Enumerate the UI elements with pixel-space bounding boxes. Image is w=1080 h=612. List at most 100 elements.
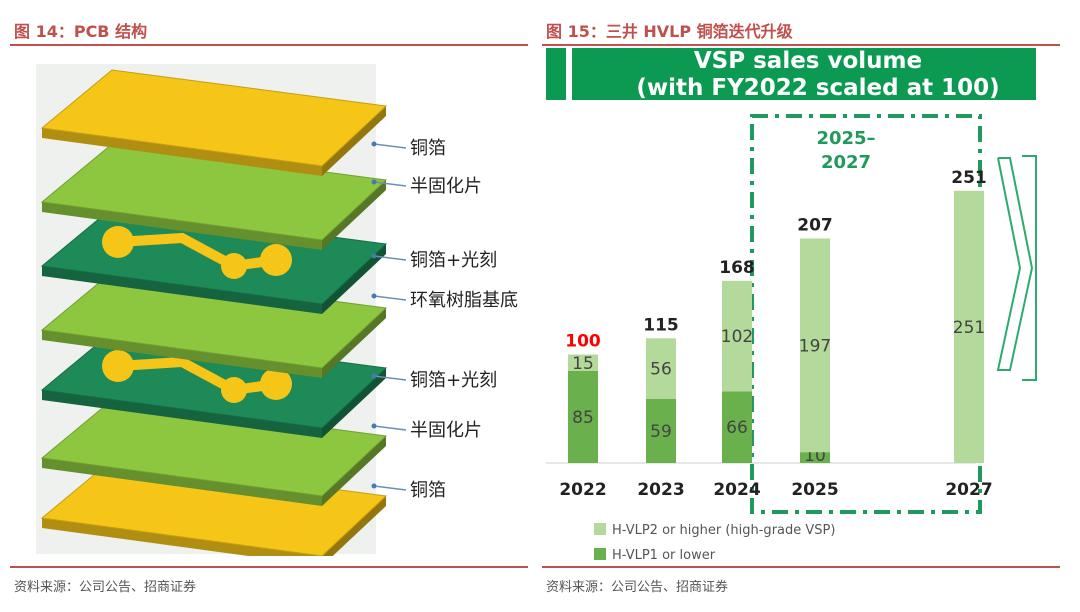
year-tick-label: 2022	[559, 480, 606, 500]
title-rule-right	[542, 44, 1060, 46]
pcb-layer-side-edge	[322, 244, 386, 314]
pcb-layer-front-edge	[42, 390, 322, 438]
banner-accent	[546, 48, 566, 100]
pcb-layer-side-edge	[322, 436, 386, 506]
bar-segment-hvlp1	[800, 452, 830, 463]
layer-leader-line	[373, 375, 407, 381]
pcb-layer-label: 半固化片	[410, 420, 482, 441]
bar-total-label: 100	[565, 332, 601, 352]
pcb-layer-label: 环氧树脂基底	[410, 290, 518, 311]
pcb-layer-stack	[40, 69, 388, 556]
layer-leader-dot	[371, 253, 377, 259]
pcb-layer-1	[40, 143, 388, 250]
figure-14-source: 资料来源：公司公告、招商证券	[14, 580, 197, 595]
bar-segment-hvlp2	[954, 190, 984, 463]
layer-leader-dot	[371, 141, 377, 147]
layer-leader-line	[373, 425, 407, 431]
circuit-trace	[117, 356, 277, 396]
year-tick-label: 2027	[945, 480, 992, 500]
layer-leader-line	[373, 143, 407, 149]
layer-leader-dot	[371, 483, 377, 489]
bar-value-label: 85	[572, 408, 594, 428]
pcb-layer-label: 半固化片	[410, 176, 482, 197]
pcb-layer-side-edge	[322, 308, 386, 378]
circuit-pad	[221, 377, 247, 403]
layer-leader-line	[373, 295, 407, 301]
chevron-arrow-icon	[996, 157, 1034, 371]
pcb-layer-side-edge	[322, 180, 386, 250]
pcb-layer-2	[40, 207, 388, 314]
forecast-period-label-1: 2025–	[816, 128, 875, 149]
forecast-period-box	[750, 114, 982, 514]
legend-swatch-hvlp1	[594, 548, 606, 560]
pcb-layer-0	[40, 69, 388, 176]
bar-value-label: 66	[726, 418, 748, 438]
layer-leader-line	[373, 485, 407, 491]
bar-value-label: 59	[650, 422, 672, 442]
title-rule-left	[10, 44, 528, 46]
circuit-pad	[221, 253, 247, 279]
bar-value-label: 197	[799, 336, 831, 356]
vsp-sales-chart: VSP sales volume (with FY2022 scaled at …	[546, 48, 1037, 563]
bar-value-label: 102	[721, 327, 753, 347]
bar-segment-hvlp1	[568, 370, 598, 463]
pcb-layer-4	[40, 331, 388, 438]
pcb-layer-3	[40, 271, 388, 378]
bar-total-label: 168	[719, 258, 755, 278]
layer-leader-dot	[371, 423, 377, 429]
chart-bars: 8515100202259561152023661021682024101972…	[559, 168, 992, 500]
pcb-layer-label: 铜箔+光刻	[410, 250, 497, 271]
pcb-layer-top	[40, 69, 388, 167]
figure-14-title: 图 14：PCB 结构	[14, 22, 148, 41]
bar-total-label: 251	[951, 168, 987, 188]
legend-label-hvlp1: H-VLP1 or lower	[612, 548, 716, 563]
pcb-layer-side-edge	[322, 106, 386, 176]
pcb-layer-label: 铜箔+光刻	[410, 370, 497, 391]
forecast-period-label-2: 2027	[821, 152, 871, 173]
year-tick-label: 2025	[791, 480, 838, 500]
year-tick-label: 2023	[637, 480, 684, 500]
circuit-trace	[117, 232, 277, 272]
bar-value-label: 15	[572, 354, 594, 374]
pcb-layer-front-edge	[42, 202, 322, 250]
banner-line-1: VSP sales volume	[694, 48, 922, 74]
legend-label-hvlp2: H-VLP2 or higher (high-grade VSP)	[612, 523, 835, 538]
circuit-pad	[102, 350, 134, 382]
bar-total-label: 115	[643, 315, 679, 335]
circuit-pad	[102, 226, 134, 258]
bar-value-label: 56	[650, 360, 672, 380]
pcb-layer-front-edge	[42, 330, 322, 378]
bar-value-label: 251	[953, 318, 985, 338]
source-rule-right	[542, 566, 1060, 568]
chart-legend: H-VLP2 or higher (high-grade VSP) H-VLP1…	[594, 523, 835, 563]
chevron-frame-icon	[1022, 155, 1037, 381]
year-tick-label: 2024	[713, 480, 760, 500]
layer-leader-dot	[371, 179, 377, 185]
legend-swatch-hvlp2	[594, 523, 606, 535]
layer-leader-line	[373, 255, 407, 261]
bar-total-label: 207	[797, 215, 833, 235]
bar-segment-hvlp1	[646, 399, 676, 463]
pcb-layer-label: 铜箔	[410, 480, 446, 501]
pcb-layer-front-edge	[42, 458, 322, 506]
bar-segment-hvlp1	[722, 391, 752, 463]
pcb-layer-side-edge	[322, 368, 386, 438]
bar-segment-hvlp2	[646, 338, 676, 400]
circuit-pad	[260, 244, 292, 276]
bar-segment-hvlp2	[568, 354, 598, 371]
pcb-layer-label: 铜箔	[410, 138, 446, 159]
source-rule-left	[10, 566, 528, 568]
bar-segment-hvlp2	[800, 238, 830, 453]
chart-banner	[572, 48, 1036, 100]
layer-leader-dot	[371, 293, 377, 299]
figure-15-title: 图 15：三井 HVLP 铜箔迭代升级	[546, 22, 793, 41]
circuit-pad	[260, 368, 292, 400]
bar-segment-hvlp2	[722, 280, 752, 392]
pcb-layer-front-edge	[42, 266, 322, 314]
layer-leader-line	[373, 181, 407, 187]
layer-leader-dot	[371, 373, 377, 379]
figure-15-source: 资料来源：公司公告、招商证券	[546, 580, 729, 595]
pcb-layer-6	[40, 459, 388, 556]
